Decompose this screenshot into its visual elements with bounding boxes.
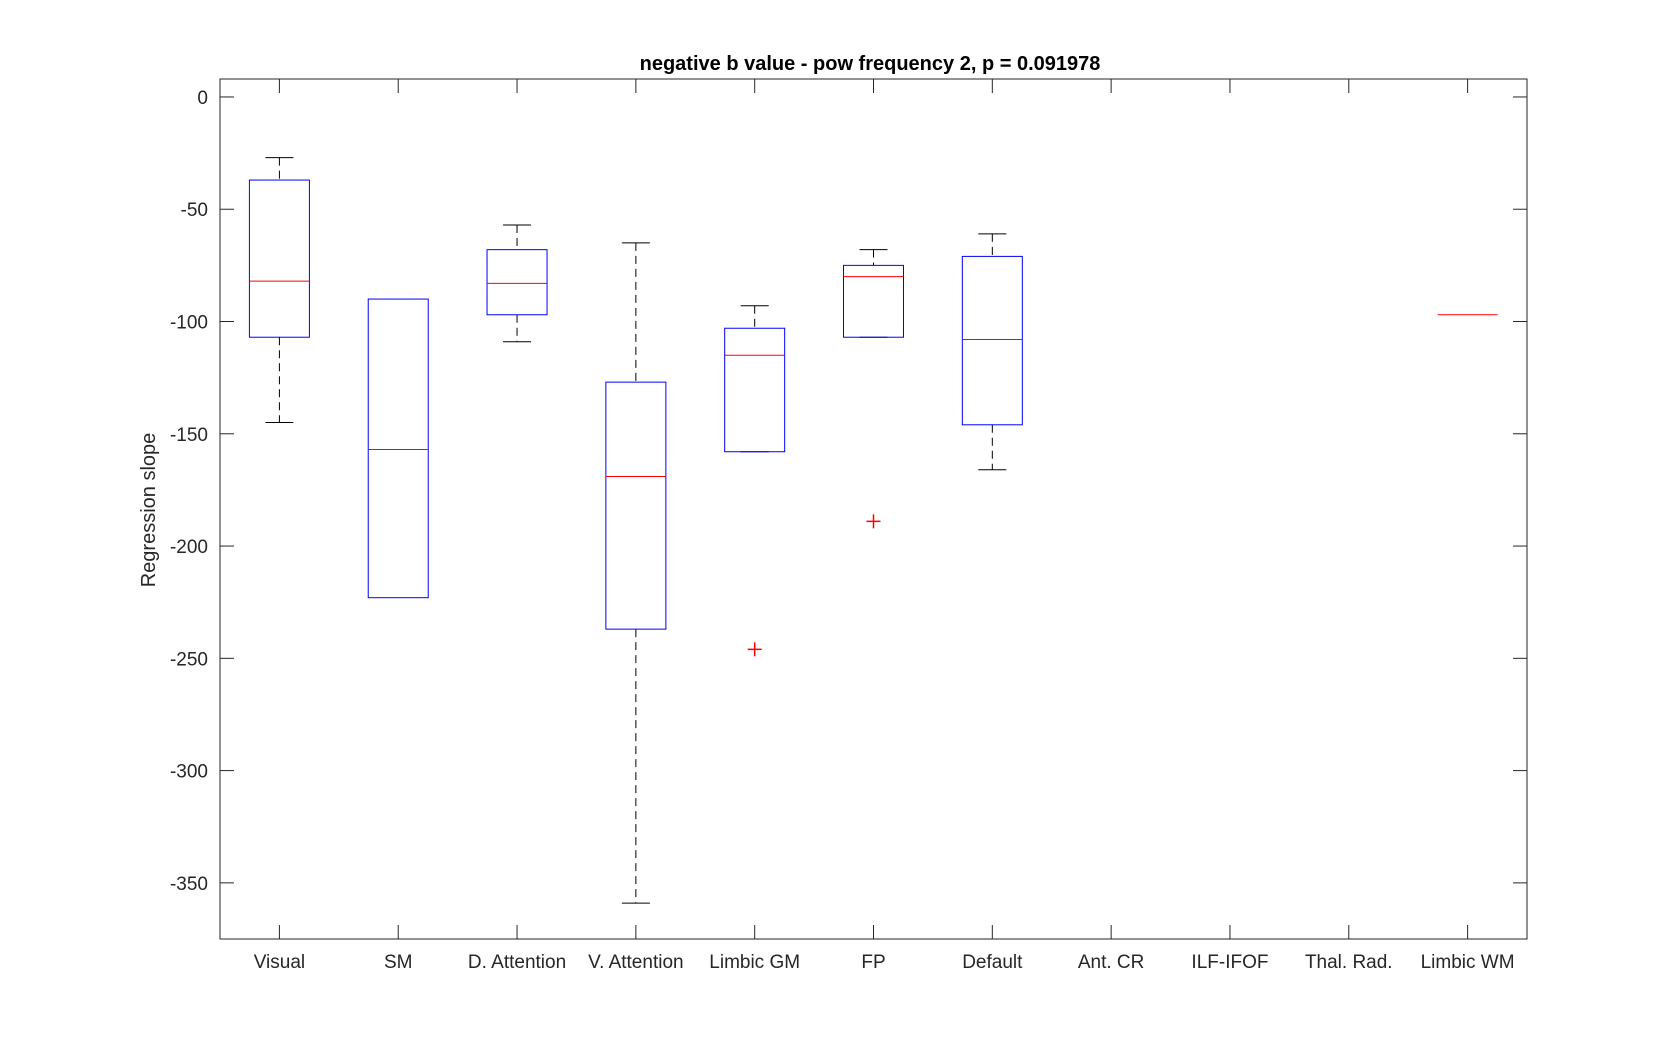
x-tick-label: D. Attention [468, 952, 566, 973]
x-tick-label: Limbic WM [1421, 952, 1515, 973]
box-iqr [843, 264, 904, 338]
x-tick-label: V. Attention [588, 952, 683, 973]
x-tick-label: Ant. CR [1078, 952, 1145, 973]
x-tick-label: FP [861, 952, 885, 973]
box-iqr [961, 255, 1023, 426]
y-tick-label: -50 [181, 200, 208, 221]
x-tick-label: SM [384, 952, 413, 973]
box-iqr [248, 179, 310, 338]
box-default [961, 233, 1023, 471]
y-tick-label: -100 [170, 313, 208, 334]
y-tick-label: -150 [170, 425, 208, 446]
box-iqr [605, 381, 667, 630]
y-tick-label: -300 [170, 762, 208, 783]
y-tick-label: -350 [170, 874, 208, 895]
box-limbic-gm [724, 305, 786, 657]
box-series [248, 157, 1498, 904]
box-d-attention [486, 224, 548, 343]
box-sm [367, 298, 429, 599]
x-axis-ticks: Visual SM D. Attention V. Attention Limbic G… [254, 79, 1515, 973]
y-axis-ticks: 0 -50 -100 -150 -200 -250 -300 -350 [170, 88, 1527, 895]
x-tick-label: Visual [254, 952, 305, 973]
plot-area-frame [219, 78, 1528, 940]
x-tick-label: Limbic GM [709, 952, 800, 973]
x-tick-label: Default [962, 952, 1023, 973]
y-tick-label: -200 [170, 537, 208, 558]
box-v-attention [605, 242, 667, 904]
chart-title: negative b value - pow frequency 2, p = … [640, 53, 1101, 75]
y-axis-label: Regression slope [138, 433, 160, 588]
box-iqr [486, 249, 548, 316]
box-visual [248, 157, 310, 424]
y-tick-label: 0 [197, 88, 208, 109]
box-fp [843, 249, 904, 529]
x-tick-label: ILF-IFOF [1191, 952, 1268, 973]
x-tick-label: Thal. Rad. [1305, 952, 1393, 973]
box-iqr [724, 327, 786, 453]
box-iqr [367, 298, 429, 599]
y-tick-label: -250 [170, 649, 208, 670]
